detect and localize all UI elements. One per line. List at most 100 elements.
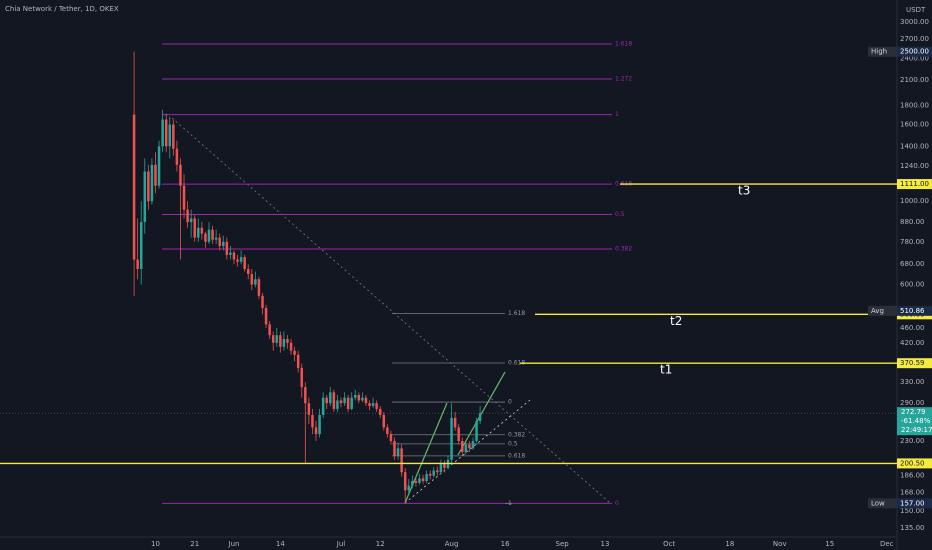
y-tick-label: 2700.00 [900, 35, 929, 43]
candle-body [403, 472, 407, 491]
plot-layer: 3000.002700.002400.002100.001800.001600.… [0, 18, 932, 548]
candle-body [414, 481, 418, 483]
candle-body [279, 335, 282, 347]
fib-label: 0.382 [508, 431, 525, 438]
candle-body [389, 434, 393, 442]
fib-label: 0.618 [508, 360, 525, 367]
price-badge [897, 46, 932, 57]
y-tick-label: 3000.00 [900, 18, 929, 26]
candle-body [471, 441, 475, 449]
candle-body [271, 335, 275, 343]
price-badge [897, 498, 932, 509]
y-tick-label: 420.00 [900, 339, 925, 347]
candle-body [186, 209, 189, 223]
fib-label: 1.618 [508, 310, 525, 317]
candle-body [325, 397, 328, 404]
last-change: -61.48% [901, 417, 931, 425]
candle-body [396, 448, 400, 456]
chart-title: Chia Network / Tether, 1D, OKEX [5, 5, 119, 13]
candle-body [222, 241, 225, 247]
y-tick-label: 680.00 [900, 260, 925, 268]
candle-body [418, 478, 421, 483]
candle-body [293, 350, 296, 355]
fib-label: 0.382 [615, 246, 632, 253]
x-tick-label: 14 [276, 540, 285, 548]
candle-body [453, 417, 457, 428]
candle-body [161, 119, 164, 147]
candle-body [478, 413, 482, 422]
candle-body [407, 485, 411, 491]
candle-body [229, 252, 232, 255]
candle-body [232, 252, 236, 260]
candle-body [168, 124, 172, 147]
x-tick-label: 18 [725, 540, 734, 548]
x-tick-label: Jul [336, 540, 346, 548]
x-tick-label: 13 [601, 540, 610, 548]
candle-body [193, 218, 196, 238]
candle-body [164, 119, 168, 147]
fib-label: 1 [615, 111, 619, 118]
trend-line [404, 399, 531, 504]
candle-body [136, 259, 139, 270]
candle-body [132, 114, 136, 260]
candle-body [243, 257, 246, 270]
candle-body [411, 481, 414, 486]
target-name: t2 [670, 314, 682, 328]
candle-body [236, 259, 239, 262]
candle-body [275, 335, 279, 343]
marker-name: High [871, 48, 887, 56]
y-tick-label: 1000.00 [900, 197, 929, 205]
candle-body [154, 164, 157, 186]
candle-body [386, 427, 389, 435]
candle-body [225, 241, 229, 255]
candle-body [314, 427, 318, 435]
price-badge-label: 157.00 [900, 499, 925, 507]
candle-body [282, 338, 286, 347]
candle-body [268, 324, 271, 336]
fib-label: 0 [615, 500, 619, 507]
x-tick-label: Oct [663, 540, 675, 548]
fib-label: 1.272 [615, 75, 632, 82]
y-tick-label: 330.00 [900, 378, 925, 386]
candle-body [443, 463, 446, 468]
candle-body [364, 397, 368, 404]
target-name: t1 [660, 363, 672, 377]
candle-body [457, 427, 460, 442]
candle-body [147, 171, 150, 202]
y-tick-label: 168.00 [900, 488, 925, 496]
candle-body [211, 229, 214, 240]
x-tick-label: 10 [151, 540, 160, 548]
candle-body [296, 354, 300, 368]
y-tick-label: 1800.00 [900, 101, 929, 109]
candle-body [207, 229, 211, 242]
candle-body [286, 338, 289, 343]
candle-body [332, 392, 336, 409]
price-badge-label: 2500.00 [900, 48, 929, 56]
candle-body [179, 164, 182, 186]
candle-body [421, 478, 425, 482]
candle-body [428, 473, 432, 476]
candle-body [257, 279, 261, 296]
candle-body [197, 227, 200, 238]
y-tick-label: 230.00 [900, 437, 925, 445]
y-tick-label: 880.00 [900, 218, 925, 226]
candle-body [343, 397, 346, 404]
y-tick-label: 290.00 [900, 399, 925, 407]
candle-body [300, 367, 303, 388]
candle-body [400, 448, 403, 473]
price-badge [897, 458, 932, 469]
candle-body [382, 414, 386, 428]
y-tick-label: 150.00 [900, 507, 925, 515]
fib-label: 1 [508, 500, 512, 507]
y-tick-label: 2400.00 [900, 54, 929, 62]
candle-body [264, 307, 268, 325]
candle-body [182, 185, 186, 210]
currency-label: USDT [906, 6, 926, 14]
candle-body [318, 414, 321, 435]
x-tick-label: Nov [773, 540, 787, 548]
marker-name-box [868, 305, 897, 316]
x-tick-label: 16 [501, 540, 510, 548]
y-tick-label: 600.00 [900, 281, 925, 289]
y-tick-label: 186.00 [900, 472, 925, 480]
candle-body [436, 470, 439, 473]
